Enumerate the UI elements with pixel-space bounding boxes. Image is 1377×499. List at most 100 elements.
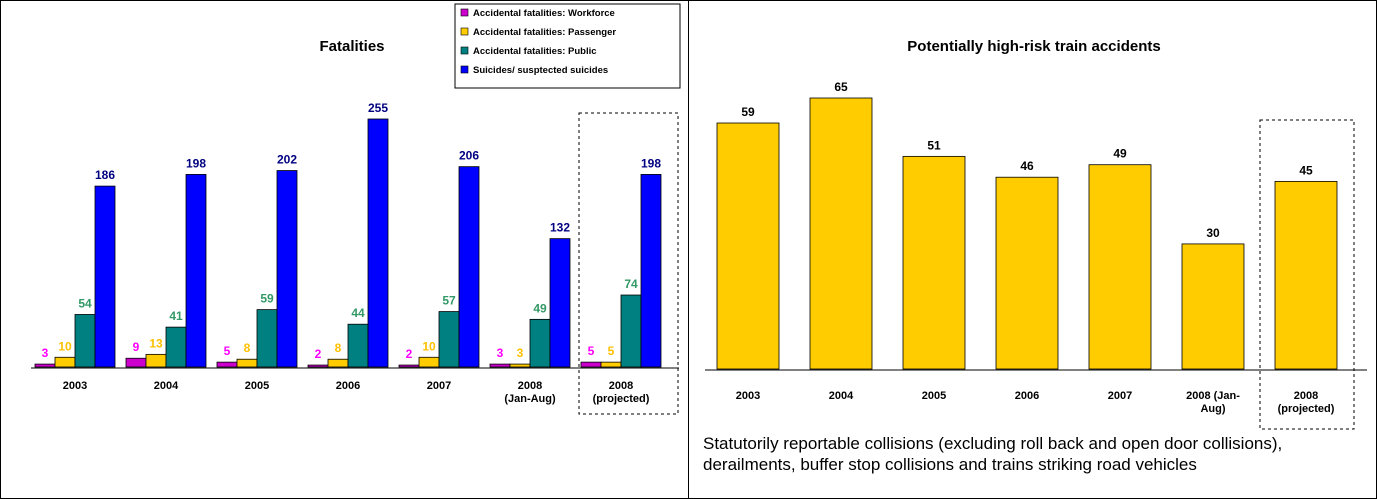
- data-label: 10: [58, 339, 72, 353]
- bar-accidental-fatalities-workforce-2005: [216, 361, 238, 368]
- x-tick-labels: 2003 2004 2005 2006 2007 2008 (Jan-Aug) 2008(p…: [736, 390, 1335, 415]
- bar-accidental-fatalities-workforce-2004: [125, 357, 147, 368]
- bar-2008-projected: [1274, 180, 1338, 370]
- x-tick-label: 2006: [1015, 390, 1039, 402]
- legend-box: [454, 3, 681, 89]
- data-label: 3: [42, 346, 49, 360]
- data-label: 2: [406, 347, 413, 361]
- x-tick-label: 2008: [1294, 390, 1318, 402]
- x-tick-label: (projected): [593, 393, 650, 405]
- bar-2007: [1088, 164, 1152, 370]
- bar-suicides-susptected-suicides-2005: [276, 170, 298, 368]
- bar-accidental-fatalities-workforce-2007: [398, 364, 420, 368]
- chart-title: Fatalities: [319, 38, 384, 55]
- data-label: 49: [533, 301, 547, 315]
- data-label: 198: [186, 156, 206, 170]
- data-label: 186: [95, 168, 115, 182]
- bar-2004: [809, 97, 873, 370]
- bar-accidental-fatalities-passenger-2005: [236, 358, 258, 368]
- legend-entry: Accidental fatalities: Public: [473, 46, 597, 57]
- data-label: 45: [1299, 163, 1313, 177]
- data-label: 49: [1113, 147, 1127, 161]
- bar-suicides-susptected-suicides-2004: [185, 174, 207, 368]
- chart-caption: Statutorily reportable collisions (exclu…: [703, 434, 1283, 474]
- data-label: 10: [422, 339, 436, 353]
- bar-accidental-fatalities-passenger-2008-projected: [600, 361, 622, 368]
- bar-suicides-susptected-suicides-2003: [94, 185, 116, 368]
- data-label: 5: [588, 344, 595, 358]
- bar-suicides-susptected-suicides-2008-projected: [640, 174, 662, 368]
- chart-title: Potentially high-risk train accidents: [907, 38, 1160, 55]
- fatalities-chart: Fatalities Accidental fatalities: Workfo…: [31, 3, 681, 415]
- data-label: 3: [517, 346, 524, 360]
- bar-accidental-fatalities-workforce-2003: [34, 363, 56, 368]
- data-label: 5: [608, 344, 615, 358]
- bar-accidental-fatalities-passenger-2004: [145, 353, 167, 368]
- x-tick-labels: 2003 2004 2005 2006 2007 2008(Jan-Aug)2008(pr…: [63, 380, 650, 405]
- legend-swatch-accidental-fatalities-public: [460, 46, 469, 55]
- chart-legend: Accidental fatalities: Workforce Accident…: [454, 3, 681, 89]
- x-tick-label: 2004: [829, 390, 854, 402]
- fatalities-panel: Fatalities Accidental fatalities: Workfo…: [0, 0, 689, 499]
- bar-suicides-susptected-suicides-2008-jan-aug: [549, 238, 571, 368]
- bars-layer: 59 65 51 46 49 30 45: [716, 80, 1338, 370]
- data-label: 30: [1206, 226, 1220, 240]
- data-label: 202: [277, 153, 297, 167]
- bar-accidental-fatalities-passenger-2007: [418, 356, 440, 368]
- bar-accidental-fatalities-passenger-2003: [54, 356, 76, 368]
- data-label: 41: [169, 309, 183, 323]
- projected-highlight-box: [578, 112, 679, 415]
- bar-accidental-fatalities-workforce-2006: [307, 364, 329, 368]
- x-tick-label: 2008 (Jan-: [1186, 390, 1240, 402]
- bar-accidental-fatalities-public-2003: [74, 314, 96, 368]
- bar-accidental-fatalities-public-2006: [347, 323, 369, 368]
- x-tick-label: 2005: [922, 390, 946, 402]
- train-accidents-chart: Potentially high-risk train accidents 59…: [705, 38, 1367, 430]
- data-label: 54: [78, 296, 92, 310]
- legend-swatch-accidental-fatalities-workforce: [460, 8, 469, 17]
- x-tick-label: 2007: [427, 380, 451, 392]
- bar-accidental-fatalities-public-2007: [438, 311, 460, 368]
- legend-swatch-suicides-susptected-suicides: [460, 65, 469, 74]
- legend-entry: Accidental fatalities: Workforce: [473, 8, 615, 19]
- bar-accidental-fatalities-passenger-2008-jan-aug: [509, 363, 531, 368]
- data-label: 65: [834, 80, 848, 94]
- data-label: 74: [624, 277, 638, 291]
- bar-accidental-fatalities-public-2004: [165, 326, 187, 368]
- bar-accidental-fatalities-public-2008-jan-aug: [529, 318, 551, 368]
- data-label: 132: [550, 221, 570, 235]
- bar-2008-jan-aug: [1181, 243, 1245, 370]
- bar-accidental-fatalities-workforce-2008-projected: [580, 361, 602, 368]
- bar-2003: [716, 122, 780, 370]
- data-label: 3: [497, 346, 504, 360]
- bar-accidental-fatalities-passenger-2006: [327, 358, 349, 368]
- data-label: 51: [927, 138, 941, 152]
- data-label: 206: [459, 149, 479, 163]
- x-tick-label: 2006: [336, 380, 360, 392]
- data-label: 2: [315, 347, 322, 361]
- x-tick-label: 2004: [154, 380, 179, 392]
- legend-entry: Suicides/ susptected suicides: [473, 65, 608, 76]
- data-label: 5: [224, 344, 231, 358]
- x-tick-label: Aug): [1200, 403, 1225, 415]
- x-tick-label: (projected): [1278, 403, 1335, 415]
- data-label: 44: [351, 306, 365, 320]
- train-accidents-panel: Potentially high-risk train accidents 59…: [688, 0, 1377, 499]
- legend-entry: Accidental fatalities: Passenger: [473, 27, 616, 38]
- data-label: 59: [741, 105, 755, 119]
- data-label: 59: [260, 292, 274, 306]
- x-tick-label: 2003: [736, 390, 760, 402]
- projected-highlight-box: [1259, 119, 1355, 430]
- bar-accidental-fatalities-public-2008-projected: [620, 294, 642, 368]
- bar-2005: [902, 155, 966, 370]
- data-label: 9: [133, 340, 140, 354]
- data-label: 198: [641, 156, 661, 170]
- data-label: 8: [244, 341, 251, 355]
- x-tick-label: 2005: [245, 380, 269, 392]
- x-tick-label: 2003: [63, 380, 87, 392]
- legend-swatch-accidental-fatalities-passenger: [460, 27, 469, 36]
- data-label: 8: [335, 341, 342, 355]
- x-tick-label: 2008: [518, 380, 542, 392]
- data-label: 46: [1020, 159, 1034, 173]
